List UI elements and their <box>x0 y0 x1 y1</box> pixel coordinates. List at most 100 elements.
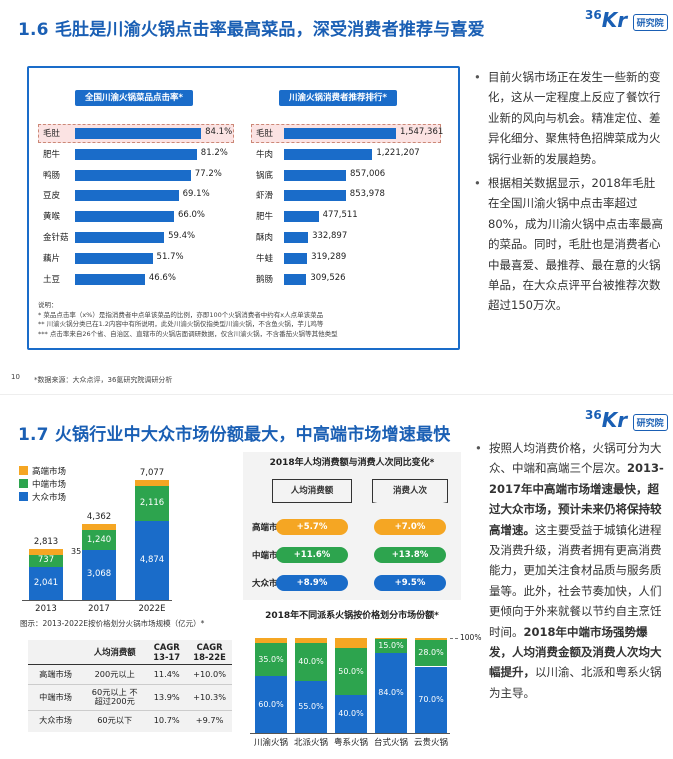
chart1-label: 黄喉 <box>43 212 61 223</box>
note-line: 说明： <box>38 301 58 309</box>
chart1-value: 84.1% <box>205 127 233 137</box>
cell-1-2: 13.9% <box>153 692 180 702</box>
chart1-label: 藕片 <box>43 253 61 264</box>
market-size-caption: 图示：2013-2022E按价格划分火锅市场规模（亿元）* <box>20 619 205 628</box>
market-legend: 高端市场 中端市场 大众市场 <box>19 464 66 503</box>
logo-kr-2: Kr <box>601 408 628 432</box>
change-row-label: 高端市场 <box>252 523 287 533</box>
th-3-text: CAGR 18-22E <box>193 641 226 662</box>
stack-seg: 737 <box>29 554 63 567</box>
change-v2: +9.5% <box>374 575 446 591</box>
chart2-label: 牛肉 <box>256 149 274 160</box>
s2-text-0: 按照人均消费价格，火锅可分为大众、中端和高端三个层次。 <box>489 441 662 476</box>
change-row-label: 中端市场 <box>252 551 287 561</box>
cell-1-3: +10.3% <box>193 692 226 702</box>
chart1-label: 豆皮 <box>43 191 61 202</box>
note-line: *** 点击率来自26个省、自治区、直辖市的火锅店面调研数据，仅含川渝火锅，不含… <box>38 329 338 338</box>
change-v1: +5.7% <box>276 519 348 535</box>
logo-36kr: 36Kr 研究院 <box>585 8 668 32</box>
change-row-label: 大众市场 <box>252 579 287 589</box>
share-seg <box>375 638 407 639</box>
chart1-value: 77.2% <box>194 168 222 179</box>
change-col2-box: 消费人次 <box>372 479 448 503</box>
stack-seg <box>135 480 169 487</box>
logo-box: 研究院 <box>632 14 668 31</box>
axis <box>22 600 172 601</box>
bullet-1: 目前火锅市场正在发生一些新的变化，这从一定程度上反应了餐饮行业新的风向与机会。精… <box>474 67 666 169</box>
s2-text-3: 2018年中端市场强势爆发，人均消费金额及消费人次均大幅提升， <box>489 624 662 680</box>
share-seg <box>335 638 367 648</box>
chart2-bar <box>284 128 396 139</box>
chart2-value: 1,221,207 <box>376 147 420 158</box>
share-seg: 55.0% <box>295 680 327 733</box>
chart1-bar <box>75 273 145 285</box>
chart2-bar <box>284 211 319 223</box>
table-row: 中端市场 60元以上 不超过200元 13.9% +10.3% <box>28 684 232 710</box>
cagr-table-bg <box>28 640 232 732</box>
legend-swatch-high <box>19 466 28 475</box>
note-line: * 菜品点击率（x%）是指消费者中点单该菜品的比例，亦即100个火锅消费者中约有… <box>38 310 324 319</box>
ymax-label: 100% <box>460 633 482 642</box>
chart2-label: 毛肚 <box>256 129 274 139</box>
legend-mass: 大众市场 <box>32 492 67 503</box>
data-source: *数据来源：大众点评，36氪研究院调研分析 <box>34 376 173 384</box>
chart1-value: 46.6% <box>148 272 176 283</box>
share-seg <box>255 638 287 643</box>
cell-2-0: 大众市场 <box>39 715 72 726</box>
share-seg: 70.0% <box>415 666 447 733</box>
chart2-value: 477,511 <box>322 210 358 221</box>
legend-swatch-mid <box>19 479 28 488</box>
chart2-label: 鹅肠 <box>256 274 274 285</box>
chart1-value: 69.1% <box>182 189 210 200</box>
chart2-label: 牛蛙 <box>256 253 274 264</box>
cell-0-3: +10.0% <box>193 669 226 679</box>
share-seg <box>295 638 327 643</box>
chart2-title: 川渝火锅消费者推荐排行* <box>279 90 397 106</box>
chart2-label: 酥肉 <box>256 233 274 243</box>
chart1-value: 51.7% <box>156 251 184 262</box>
s2-text-4: 以川渝、北派和粤系火锅为主导。 <box>489 665 662 700</box>
chart2-value: 332,897 <box>312 231 348 241</box>
cell-1-0: 中端市场 <box>39 692 72 702</box>
change-col2: 消费人次 <box>372 479 448 503</box>
share-seg: 40.0% <box>335 695 367 733</box>
logo-36kr-2: 36Kr 研究院 <box>585 408 668 432</box>
stack-category: 2017 <box>88 604 110 614</box>
logo-kr: Kr <box>601 8 628 32</box>
section1-chart-panel: 全国川渝火锅菜品点击率* 川渝火锅消费者推荐排行* 毛肚 84.1% 肥牛 81.2%… <box>27 66 460 350</box>
chart2-value: 309,526 <box>310 272 346 283</box>
stack-category: 2022E <box>138 604 166 614</box>
logo-box-2: 研究院 <box>632 414 668 431</box>
share-category: 川渝火锅 <box>253 738 288 748</box>
chart2-label: 锅底 <box>256 170 274 181</box>
legend-swatch-mass <box>19 492 28 501</box>
chart1-bar <box>75 190 179 202</box>
chart1-bar <box>75 128 202 139</box>
cell-2-2: 10.7% <box>153 715 180 726</box>
share-category: 北派火锅 <box>293 738 328 748</box>
share-seg: 60.0% <box>255 676 287 733</box>
chart2-bar <box>284 252 308 264</box>
th-1: 人均消费额 <box>93 646 136 657</box>
chart2-bar <box>284 190 346 202</box>
share-seg: 28.0% <box>415 639 447 667</box>
change-v2: +7.0% <box>374 519 446 535</box>
chart1-bar <box>75 232 165 243</box>
chart1-label: 鸭肠 <box>43 170 61 181</box>
chart2-label: 肥牛 <box>256 212 274 223</box>
chart2-value: 1,547,361 <box>400 127 444 137</box>
stack-seg: 4,874 <box>135 520 169 600</box>
th-3: CAGR 18-22E <box>187 640 232 664</box>
cell-2-1: 60元以下 <box>97 715 133 726</box>
share-category: 台式火锅 <box>373 738 408 748</box>
stack-seg <box>82 523 116 530</box>
section1-title: 1.6 毛肚是川渝火锅点击率最高菜品，深受消费者推荐与喜爱 <box>18 20 485 40</box>
chart1-label: 土豆 <box>43 274 61 285</box>
chart1-bar <box>75 169 191 181</box>
stack-total: 7,077 <box>139 468 165 479</box>
cell-1-1-text: 60元以上 不超过200元 <box>91 687 138 706</box>
share-seg: 40.0% <box>295 642 327 681</box>
table-row: 大众市场 60元以下 10.7% +9.7% <box>28 710 232 730</box>
change-col1: 人均消费额 <box>272 479 352 503</box>
stack-total: 2,813 <box>33 536 59 547</box>
